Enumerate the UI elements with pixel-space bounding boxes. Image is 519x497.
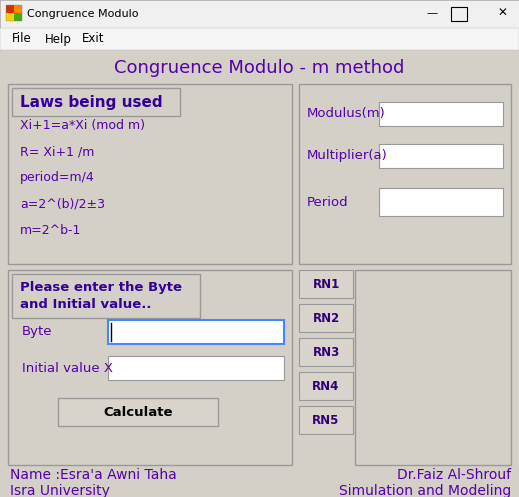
Bar [12, 88, 180, 116]
Bar [6, 13, 14, 21]
Bar [14, 5, 22, 13]
Text: Byte: Byte [22, 326, 52, 338]
Bar [0, 0, 519, 28]
Text: RN1: RN1 [312, 277, 339, 291]
Bar [379, 188, 503, 216]
Text: Xi+1=a*Xi (mod m): Xi+1=a*Xi (mod m) [20, 119, 145, 133]
Bar [355, 270, 511, 465]
Text: RN2: RN2 [312, 312, 339, 325]
Bar [299, 406, 353, 434]
Text: Initial value X: Initial value X [22, 361, 113, 375]
Bar [6, 5, 14, 13]
Bar [14, 13, 22, 21]
Text: Isra University: Isra University [10, 484, 110, 497]
Bar [0, 28, 519, 50]
Bar [451, 7, 467, 21]
Text: Modulus(m): Modulus(m) [307, 107, 386, 120]
Text: Congruence Modulo - m method: Congruence Modulo - m method [114, 59, 405, 77]
Bar [8, 84, 292, 264]
Bar [299, 270, 353, 298]
Text: —: — [427, 8, 438, 18]
Text: RN5: RN5 [312, 414, 340, 426]
Text: ✕: ✕ [497, 6, 507, 19]
Text: Congruence Modulo: Congruence Modulo [27, 9, 139, 19]
Bar [58, 398, 218, 426]
Text: m=2^b-1: m=2^b-1 [20, 224, 81, 237]
Bar [108, 356, 284, 380]
Text: RN4: RN4 [312, 380, 340, 393]
Bar [8, 270, 292, 465]
Text: File: File [12, 32, 32, 46]
Text: Name :Esra'a Awni Taha: Name :Esra'a Awni Taha [10, 468, 177, 482]
Bar [299, 338, 353, 366]
Bar [299, 84, 511, 264]
Text: period=m/4: period=m/4 [20, 171, 95, 184]
Text: Exit: Exit [82, 32, 104, 46]
Text: Laws being used: Laws being used [20, 94, 162, 109]
Text: Help: Help [45, 32, 72, 46]
Text: Simulation and Modeling: Simulation and Modeling [339, 484, 511, 497]
Bar [379, 144, 503, 168]
Text: Please enter the Byte
and Initial value..: Please enter the Byte and Initial value.… [20, 280, 182, 312]
Text: R= Xi+1 /m: R= Xi+1 /m [20, 146, 94, 159]
Bar [6, 5, 22, 21]
Bar [379, 102, 503, 126]
Text: RN3: RN3 [312, 345, 339, 358]
Text: Dr.Faiz Al-Shrouf: Dr.Faiz Al-Shrouf [397, 468, 511, 482]
Bar [299, 372, 353, 400]
Text: Period: Period [307, 195, 349, 209]
Bar [108, 320, 284, 344]
Text: Multiplier(a): Multiplier(a) [307, 150, 388, 163]
Bar [299, 304, 353, 332]
Text: a=2^(b)/2±3: a=2^(b)/2±3 [20, 197, 105, 211]
Text: Calculate: Calculate [103, 406, 173, 418]
Bar [12, 274, 200, 318]
